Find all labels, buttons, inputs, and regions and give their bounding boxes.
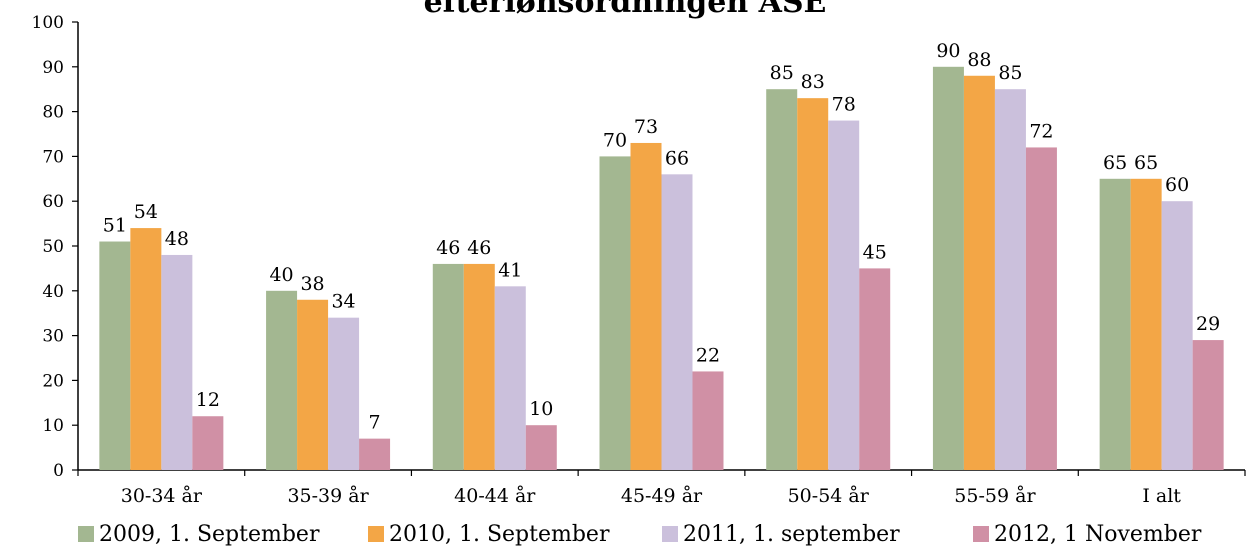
data-label: 46 [436,237,460,259]
y-tick-label: 80 [42,103,64,123]
x-tick-label: 45-49 år [621,485,703,507]
bar [797,98,829,470]
y-tick-label: 50 [42,237,64,257]
data-label: 12 [196,389,220,411]
bar [630,142,662,470]
bar [661,174,693,470]
bar [525,425,557,470]
legend-label: 2009, 1. September [99,522,320,547]
bar [328,317,360,470]
data-label: 90 [936,40,960,62]
legend-swatch [973,526,989,542]
data-label: 29 [1196,313,1220,335]
data-label: 85 [998,62,1022,84]
bar [432,263,464,470]
data-label: 70 [603,129,627,151]
bar [99,241,131,470]
data-label: 7 [369,412,381,434]
bar [1192,340,1224,470]
data-label: 46 [467,237,491,259]
bar [494,286,526,470]
data-label: 40 [269,264,293,286]
data-label: 83 [801,71,825,93]
data-label: 88 [967,49,991,71]
data-label: 45 [863,241,887,263]
bar [463,263,495,470]
chart-title: efterlønsordningen ASE [424,0,827,20]
bar [766,89,798,470]
y-tick-label: 40 [42,282,64,302]
bar [359,438,391,470]
x-tick-label: 50-54 år [788,485,870,507]
data-label: 85 [770,62,794,84]
x-tick-label: 35-39 år [287,485,369,507]
plot-area: 0 10 20 30 40 50 60 70 80 90 100 51 54 48 12 30-34 år 40… [32,13,1246,507]
legend-label: 2010, 1. September [389,522,610,547]
data-label: 38 [300,273,324,295]
y-tick-label: 70 [42,147,64,167]
y-tick-label: 60 [42,192,64,212]
bar [161,254,193,470]
data-label: 66 [665,147,689,169]
legend: 2009, 1. September 2010, 1. September 2011… [78,522,1202,547]
bar [1130,178,1162,471]
y-tick-label: 30 [42,327,64,347]
bar [1099,178,1131,471]
data-label: 78 [832,94,856,116]
bar [1161,201,1193,470]
legend-swatch [662,526,678,542]
y-tick-label: 90 [42,58,64,78]
x-tick-label: 55-59 år [954,485,1036,507]
legend-label: 2011, 1. september [683,522,900,547]
y-tick-label: 20 [42,371,64,391]
bar [266,290,298,470]
bar [859,268,891,470]
bar [994,89,1026,470]
bar [192,416,224,470]
bar [692,371,724,470]
data-label: 54 [134,201,158,223]
data-label: 60 [1165,174,1189,196]
y-tick-label: 10 [42,416,64,436]
legend-swatch [78,526,94,542]
legend-label: 2012, 1 November [994,522,1202,547]
data-label: 10 [529,398,553,420]
data-label: 73 [634,116,658,138]
bar [1025,147,1057,470]
bar [932,66,964,471]
data-label: 72 [1029,120,1053,142]
bar [828,120,860,470]
bar [130,228,162,470]
data-label: 48 [165,228,189,250]
y-tick-label: 0 [53,461,64,481]
bar [599,156,631,470]
data-label: 65 [1134,152,1158,174]
x-tick-label: 40-44 år [454,485,536,507]
bar [963,75,995,470]
data-label: 41 [498,259,522,281]
legend-swatch [368,526,384,542]
x-tick-label: I alt [1142,485,1181,507]
data-label: 34 [331,291,355,313]
data-label: 65 [1103,152,1127,174]
data-label: 22 [696,344,720,366]
y-tick-label: 100 [32,13,64,33]
bar [297,299,329,470]
data-label: 51 [103,215,127,237]
x-tick-label: 30-34 år [121,485,203,507]
